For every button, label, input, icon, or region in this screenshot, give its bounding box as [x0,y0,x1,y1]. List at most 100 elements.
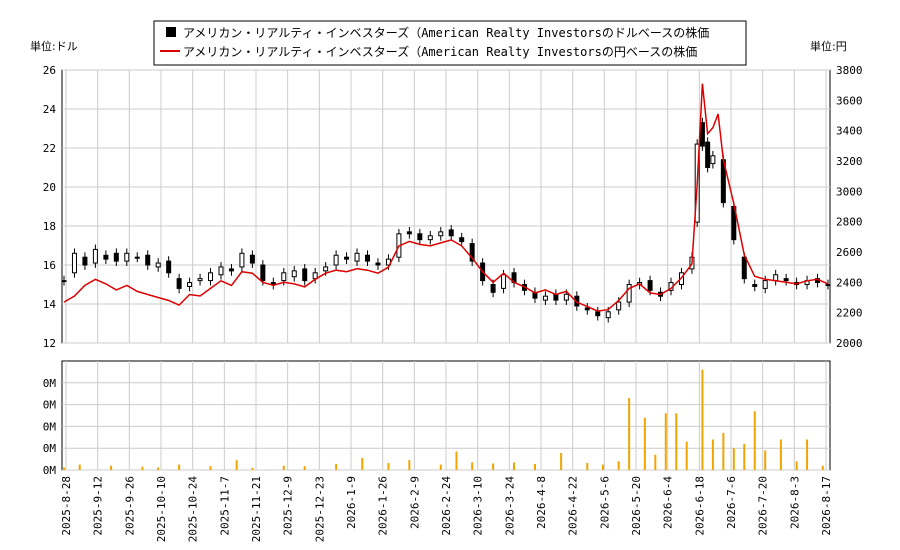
candle-body [155,262,161,268]
right-tick-label: 3400 [836,125,863,138]
right-tick-label: 3200 [836,155,863,168]
volume-bar [335,463,338,470]
candle-body [145,254,151,266]
candle-body [291,270,297,278]
right-tick-label: 3600 [836,94,863,107]
left-tick-label: 14 [43,298,57,311]
candle-body [260,264,266,282]
volume-tick-label: 0M [43,420,57,433]
left-tick-label: 16 [43,259,56,272]
candle-body [595,311,601,317]
candle-body [249,254,255,264]
candle-body [427,235,433,241]
candle-body [605,311,611,319]
candle-body [584,307,590,311]
candle-body [187,282,193,287]
candle-body [124,252,130,262]
x-tick-label: 2026-3-24 [503,476,516,536]
candle-body [563,293,569,301]
candle-body [783,278,789,282]
x-tick-label: 2025-11-7 [218,476,231,536]
x-tick-label: 2026-2-24 [440,476,453,536]
x-tick-label: 2025-9-26 [123,476,136,536]
candle-body [323,266,329,272]
candle-body [741,256,747,280]
candle-body [354,252,360,262]
volume-tick-label: 0M [43,442,57,455]
candle-body [134,256,140,259]
right-axis-ticks: 2000 2200 2400 2600 2800 3000 3200 3400 3600 3800 [836,64,863,350]
volume-bar [455,451,458,470]
candle-body [699,122,705,147]
legend: アメリカン・リアルティ・インベスターズ（American Realty Inve… [153,20,747,66]
candle-body [417,233,423,241]
volume-tick-label: 0M [43,377,57,390]
volume-bar [806,439,809,470]
volume-bar [141,466,144,470]
candle-body [333,254,339,266]
right-tick-label: 2600 [836,246,863,259]
candle-body [302,268,308,282]
x-tick-label: 2025-9-12 [92,476,105,536]
volume-bar [513,462,516,470]
right-tick-label: 2400 [836,276,863,289]
volume-bar [795,461,798,470]
candle-body [469,243,475,262]
right-tick-label: 3000 [836,185,863,198]
volume-bar [664,413,667,470]
x-tick-label: 2026-8-17 [820,476,833,536]
right-tick-label: 2800 [836,216,863,229]
volume-bar [821,465,824,470]
candle-body [448,229,454,237]
right-tick-label: 3800 [836,64,863,77]
jpy-series-line [63,83,829,312]
x-tick-label: 2025-10-10 [155,476,168,542]
volume-bar [361,458,364,470]
x-tick-label: 2026-6-4 [662,476,675,529]
candle-body [406,231,412,235]
volume-bar [63,467,65,470]
candle-body [113,252,119,262]
left-axis-unit: 単位:ドル [30,39,78,53]
legend-usd-label: アメリカン・リアルティ・インベスターズ（American Realty Inve… [183,25,709,40]
volume-bar [492,463,495,470]
volume-bar [743,443,746,470]
x-tick-label: 2026-3-10 [472,476,485,536]
volume-bar [439,464,442,470]
volume-bar [601,464,604,470]
volume-bar [586,463,589,470]
volume-bar [178,464,181,470]
x-tick-label: 2026-1-9 [345,476,358,529]
x-tick-label: 2026-4-8 [535,476,548,529]
left-tick-label: 22 [43,142,56,155]
candle-body [773,274,779,282]
volume-bar [387,463,390,470]
volume-bar [732,448,735,470]
x-tick-label: 2026-2-9 [408,476,421,529]
candle-body [459,237,465,243]
candle-body [365,254,371,262]
volume-bar [779,439,782,470]
volume-bar [628,398,631,470]
volume-bar [282,465,285,470]
volume-bar [78,464,81,470]
candle-body [344,256,350,260]
volume-bar [157,467,160,470]
candle-body [626,284,632,303]
candle-body [281,272,287,282]
candle-body [82,256,88,266]
candle-body [375,262,381,266]
volume-bar [533,463,536,470]
volume-tick-label: 0M [43,399,57,412]
candle-body [92,248,98,264]
volume-bars [63,369,824,470]
right-tick-label: 2000 [836,337,863,350]
left-tick-label: 20 [43,181,56,194]
volume-bar [251,467,254,470]
candle-body [501,274,507,289]
left-tick-label: 12 [43,337,56,350]
usd-candles [61,117,831,323]
volume-bar [303,466,306,470]
